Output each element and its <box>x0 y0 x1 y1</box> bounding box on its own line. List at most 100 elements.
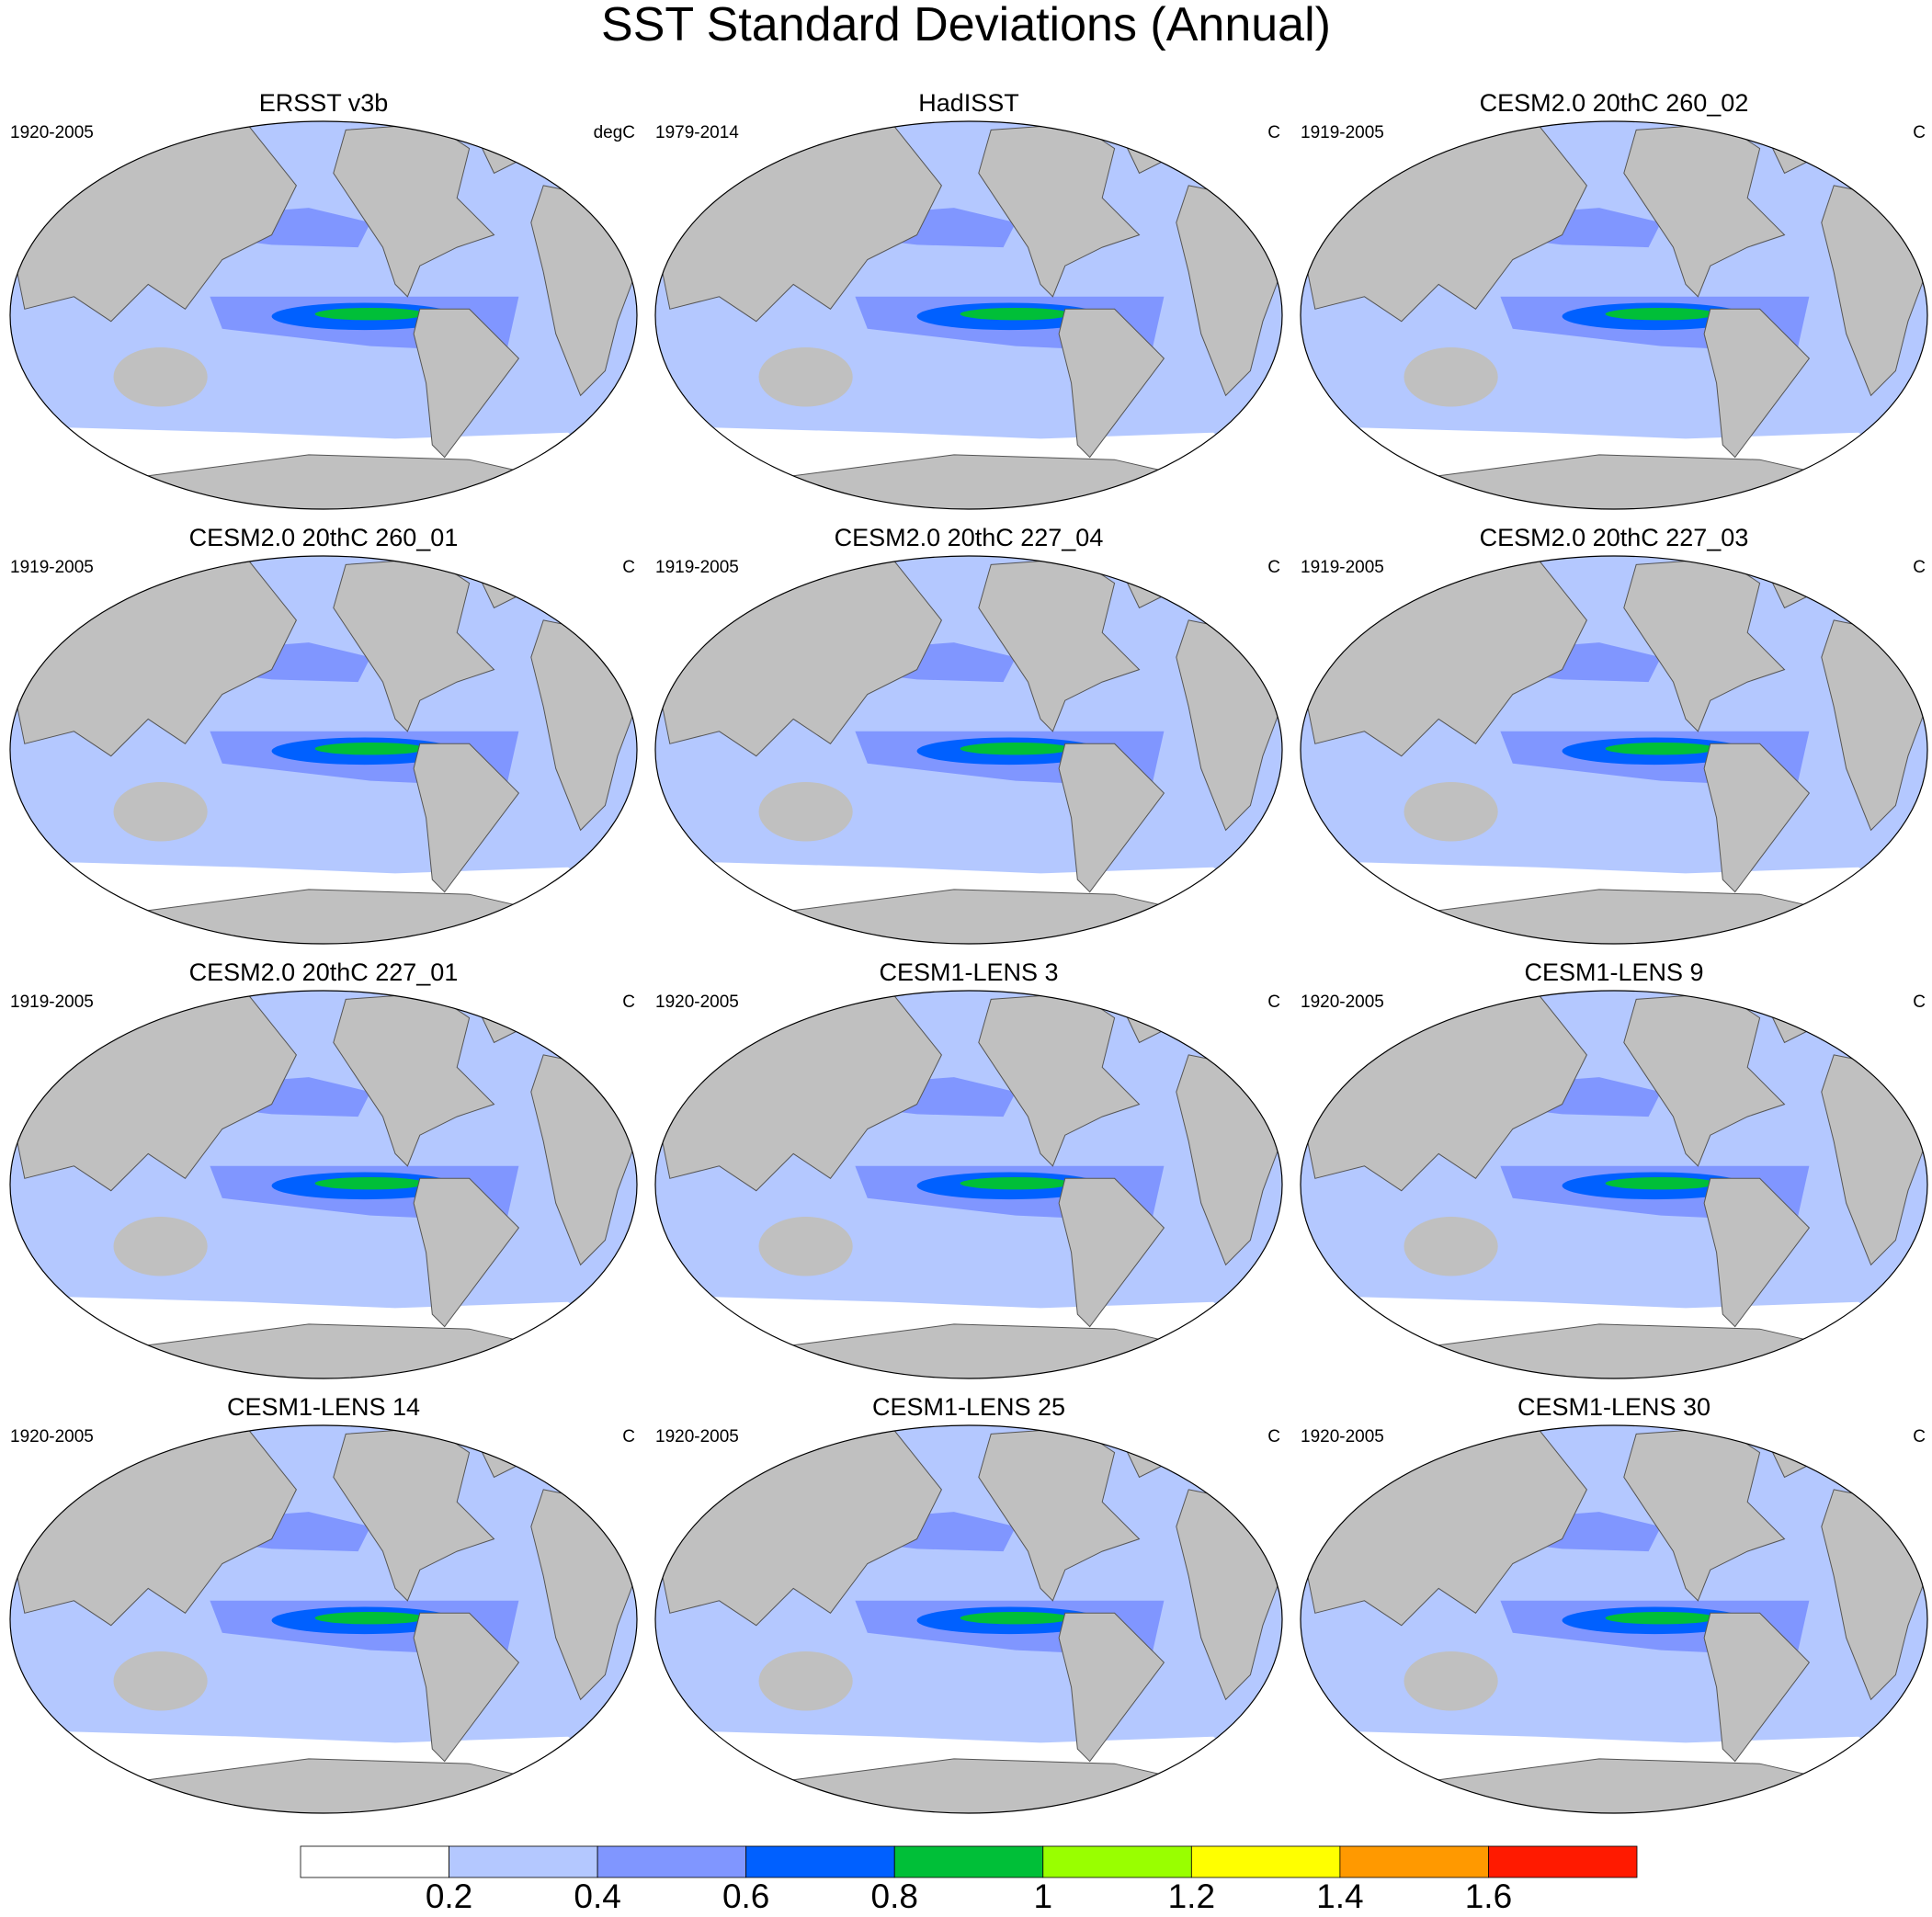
land <box>1058 743 1165 893</box>
panel-title: CESM1-LENS 14 <box>227 1393 420 1421</box>
colorbar-label: 1.4 <box>1316 1877 1363 1915</box>
sst-region <box>960 1611 1072 1625</box>
sst-region <box>113 346 208 407</box>
sst-region <box>960 742 1072 755</box>
panel-period: 1979-2014 <box>655 123 739 142</box>
land <box>978 993 1141 1167</box>
sst-region <box>1404 1650 1498 1711</box>
land <box>1623 993 1786 1167</box>
panel-title: CESM1-LENS 3 <box>879 958 1058 986</box>
sst-region <box>758 1650 853 1711</box>
map-border <box>9 990 638 1379</box>
colorbar-box <box>893 1845 1044 1878</box>
panel-title: CESM1-LENS 9 <box>1524 958 1703 986</box>
colorbar-box <box>597 1845 747 1878</box>
map-body <box>1301 991 1927 1378</box>
colorbar-box <box>745 1845 895 1878</box>
map-body <box>1301 121 1927 509</box>
land <box>1623 558 1786 732</box>
land <box>1058 1612 1165 1763</box>
panel-period: 1919-2005 <box>10 558 94 577</box>
map-panel: CESM2.0 20thC 260_01 1919-2005 C <box>9 524 638 945</box>
colorbar-label: 0.4 <box>574 1877 620 1915</box>
land <box>1703 308 1811 459</box>
map-body <box>655 1425 1282 1813</box>
map-panel: CESM2.0 20thC 227_01 1919-2005 C <box>9 958 638 1379</box>
sst-region <box>113 781 208 842</box>
land <box>333 558 495 732</box>
panel-units: C <box>1267 558 1280 577</box>
panel-title: CESM2.0 20thC 260_01 <box>189 524 459 551</box>
panel-period: 1920-2005 <box>655 1427 739 1446</box>
map-border <box>9 120 638 510</box>
map-panel: CESM1-LENS 14 1920-2005 C <box>9 1393 638 1814</box>
panel-units: C <box>622 1427 635 1446</box>
land <box>978 123 1141 298</box>
map-border <box>1300 1424 1928 1814</box>
colorbar-label: 0.8 <box>871 1877 918 1915</box>
land <box>333 123 495 298</box>
colorbar-box <box>1190 1845 1341 1878</box>
colorbar-label: 1.2 <box>1168 1877 1215 1915</box>
sst-region <box>314 1611 426 1625</box>
land <box>1703 1612 1811 1763</box>
panel-period: 1920-2005 <box>1301 1427 1384 1446</box>
panel-units: C <box>1913 993 1926 1012</box>
colorbar-label: 0.2 <box>426 1877 472 1915</box>
panel-units: C <box>1913 1427 1926 1446</box>
map-border <box>1300 120 1928 510</box>
sst-region <box>758 1216 853 1276</box>
map-panel: HadISST 1979-2014 C <box>654 89 1283 510</box>
map-body <box>655 121 1282 509</box>
land <box>413 308 520 459</box>
map-body <box>10 556 637 944</box>
sst-region <box>960 307 1072 321</box>
panel-units: C <box>1267 123 1280 142</box>
figure-title: SST Standard Deviations (Annual) <box>601 0 1331 51</box>
panel-units: C <box>622 558 635 577</box>
panel-units: C <box>1267 993 1280 1012</box>
sst-region <box>1404 1216 1498 1276</box>
land <box>1058 308 1165 459</box>
land <box>978 1427 1141 1602</box>
map-border <box>9 1424 638 1814</box>
map-body <box>655 991 1282 1378</box>
panel-title: CESM1-LENS 30 <box>1517 1393 1710 1421</box>
land <box>413 1612 520 1763</box>
panel-title: CESM2.0 20thC 227_04 <box>835 524 1104 551</box>
sst-region <box>1605 1611 1717 1625</box>
map-panel: CESM1-LENS 30 1920-2005 C <box>1300 1393 1928 1814</box>
map-body <box>655 556 1282 944</box>
map-panel: CESM1-LENS 9 1920-2005 C <box>1300 958 1928 1379</box>
land <box>1703 1177 1811 1328</box>
panel-title: CESM2.0 20thC 227_01 <box>189 958 459 986</box>
land <box>1623 1427 1786 1602</box>
panel-period: 1919-2005 <box>10 993 94 1012</box>
sst-region <box>1605 307 1717 321</box>
panel-period: 1920-2005 <box>10 123 94 142</box>
colorbar-label: 1 <box>1033 1877 1052 1915</box>
panel-units: C <box>622 993 635 1012</box>
sst-region <box>758 346 853 407</box>
land <box>1703 743 1811 893</box>
map-border <box>654 990 1283 1379</box>
sst-region <box>1404 346 1498 407</box>
panel-units: C <box>1913 123 1926 142</box>
map-panel: CESM2.0 20thC 260_02 1919-2005 C <box>1300 89 1928 510</box>
land <box>1623 123 1786 298</box>
map-panel: CESM1-LENS 3 1920-2005 C <box>654 958 1283 1379</box>
map-panel: CESM2.0 20thC 227_03 1919-2005 C <box>1300 524 1928 945</box>
map-border <box>654 555 1283 945</box>
sst-region <box>1605 1176 1717 1190</box>
panel-title: HadISST <box>918 89 1019 117</box>
panel-title: CESM2.0 20thC 227_03 <box>1480 524 1749 551</box>
panel-period: 1920-2005 <box>1301 993 1384 1012</box>
panel-period: 1920-2005 <box>10 1427 94 1446</box>
land <box>413 743 520 893</box>
sst-region <box>1605 742 1717 755</box>
land <box>978 558 1141 732</box>
colorbar-box <box>1042 1845 1192 1878</box>
sst-region <box>314 1176 426 1190</box>
